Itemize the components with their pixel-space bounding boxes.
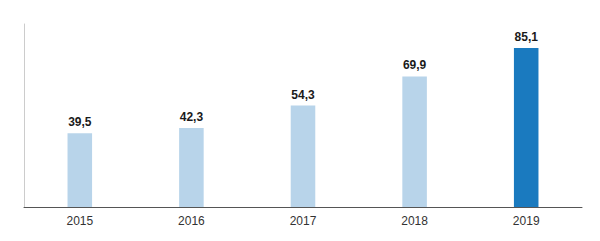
svg-text:42,3: 42,3 xyxy=(180,110,204,124)
svg-text:2019: 2019 xyxy=(513,214,540,228)
svg-text:39,5: 39,5 xyxy=(68,115,92,129)
svg-text:54,3: 54,3 xyxy=(291,88,315,102)
svg-text:2015: 2015 xyxy=(66,214,93,228)
svg-text:69,9: 69,9 xyxy=(403,58,427,72)
svg-text:2018: 2018 xyxy=(401,214,428,228)
svg-text:2016: 2016 xyxy=(178,214,205,228)
svg-text:2017: 2017 xyxy=(290,214,317,228)
svg-text:85,1: 85,1 xyxy=(515,30,539,44)
